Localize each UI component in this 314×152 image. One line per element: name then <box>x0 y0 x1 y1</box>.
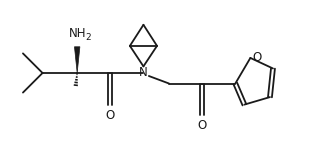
Text: O: O <box>198 119 207 132</box>
Text: NH: NH <box>68 27 86 40</box>
Text: O: O <box>106 109 115 122</box>
Text: N: N <box>139 66 148 79</box>
Polygon shape <box>74 47 80 73</box>
Text: 2: 2 <box>86 33 91 42</box>
Text: O: O <box>253 51 262 64</box>
